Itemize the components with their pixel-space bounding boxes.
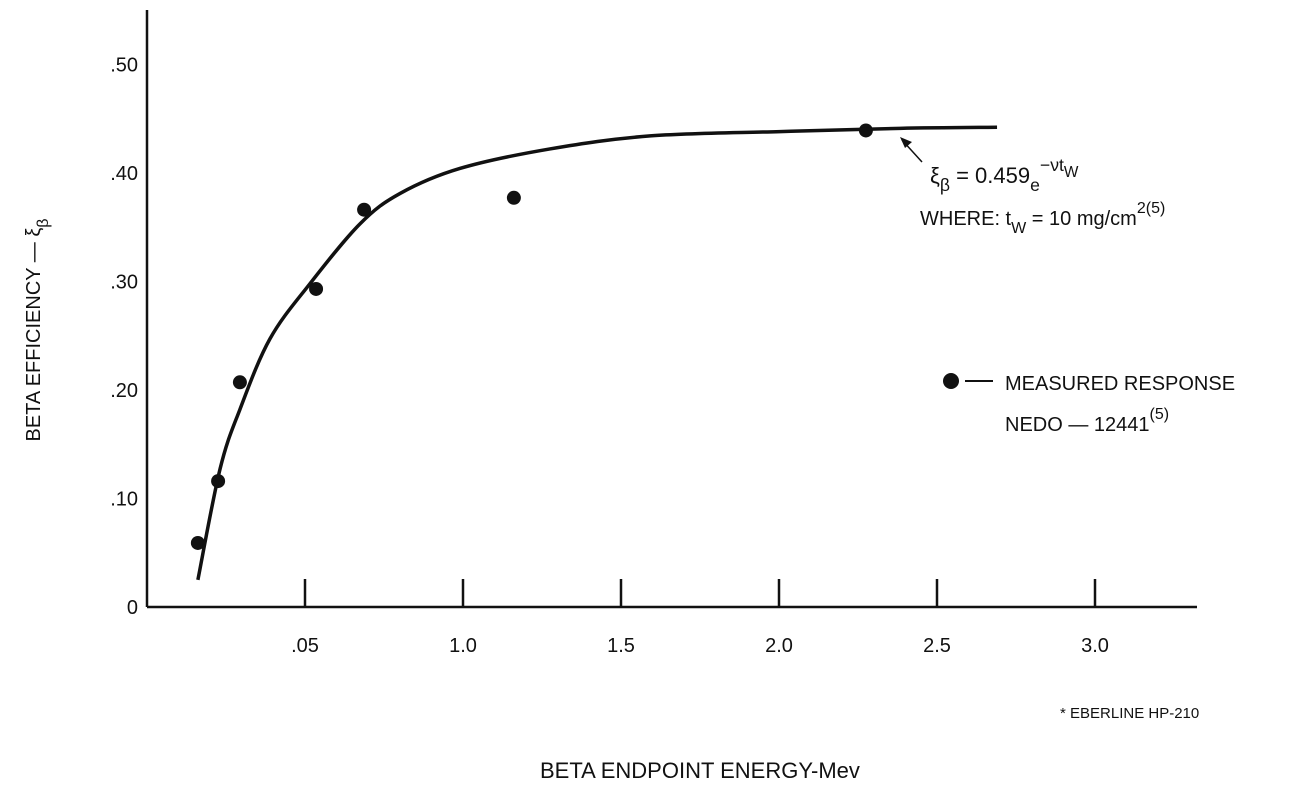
- text-part: W: [1064, 164, 1079, 181]
- text-part: NEDO — 12441: [1005, 414, 1150, 436]
- y-tick-label: 0: [127, 597, 138, 619]
- legend-label: MEASURED RESPONSE: [1005, 373, 1235, 395]
- y-axis-label: BETA EFFICIENCY — ξβ: [23, 218, 52, 441]
- legend-marker: [943, 373, 959, 389]
- x-tick-label: 3.0: [1081, 635, 1109, 657]
- text-part: (5): [1150, 406, 1170, 423]
- x-tick-label: 2.0: [765, 635, 793, 657]
- data-point: [309, 281, 324, 296]
- x-tick-label: .05: [291, 635, 319, 657]
- y-tick-label: .10: [110, 488, 138, 510]
- text-part: β: [35, 218, 52, 227]
- text-part: WHERE: t: [920, 208, 1012, 230]
- y-tick-label: .30: [110, 271, 138, 293]
- text-part: ξ: [930, 163, 940, 188]
- x-tick-label: 1.5: [607, 635, 635, 657]
- data-point: [232, 375, 247, 390]
- fit-curve: [196, 125, 998, 581]
- x-axis-label: BETA ENDPOINT ENERGY-Mev: [540, 758, 860, 783]
- text-part: BETA EFFICIENCY — ξ: [23, 228, 45, 442]
- text-part: = 10 mg/cm: [1026, 208, 1137, 230]
- formula-line: ξβ = 0.459e−νtW: [930, 155, 1079, 195]
- text-part: W: [1011, 220, 1027, 237]
- text-part: −νt: [1040, 155, 1064, 175]
- data-point: [506, 190, 521, 205]
- x-tick-label: 2.5: [923, 635, 951, 657]
- text-part: β: [940, 175, 950, 195]
- y-tick-label: .50: [110, 54, 138, 76]
- y-tick-label: .20: [110, 380, 138, 402]
- arrow-head: [900, 137, 912, 148]
- data-point: [357, 202, 372, 217]
- footnote: * EBERLINE HP-210: [1060, 705, 1199, 722]
- x-tick-label: 1.0: [449, 635, 477, 657]
- y-tick-label: .40: [110, 163, 138, 185]
- text-part: 2(5): [1137, 200, 1165, 217]
- formula-line: WHERE: tW = 10 mg/cm2(5): [920, 200, 1165, 237]
- text-part: e: [1030, 175, 1040, 195]
- text-part: = 0.459: [950, 163, 1030, 188]
- data-point: [190, 535, 205, 550]
- legend-source: NEDO — 12441(5): [1005, 406, 1169, 436]
